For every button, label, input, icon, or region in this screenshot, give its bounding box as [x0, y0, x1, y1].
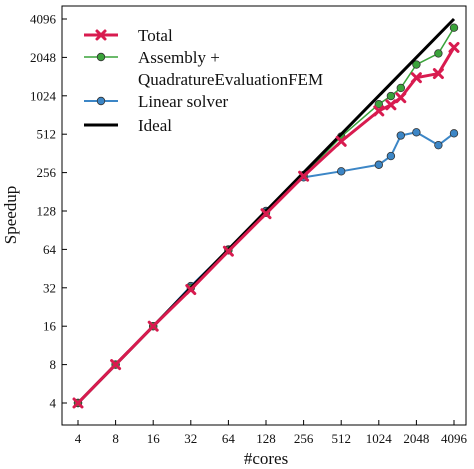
x-tick-label: 128: [256, 431, 276, 446]
y-tick-label: 64: [43, 242, 57, 257]
series-total-point-stroke: [298, 170, 310, 182]
legend-label-total: Total: [138, 26, 173, 45]
series-total-point-stroke: [72, 397, 84, 409]
x-tick-label: 256: [294, 431, 314, 446]
y-tick-label: 32: [43, 280, 56, 295]
series-linear-solver-point: [337, 167, 346, 176]
series-total-point-stroke: [222, 245, 234, 257]
legend-item-linear-solver: Linear solver: [84, 92, 228, 111]
x-axis-title: #cores: [244, 449, 288, 468]
series-total-point-stroke: [260, 208, 272, 220]
legend-item-ideal: Ideal: [84, 116, 172, 135]
legend-label-linear-solver: Linear solver: [138, 92, 228, 111]
series-linear-solver-line: [77, 131, 455, 404]
series-total-point: [335, 135, 347, 147]
legend-swatch-total-point: [95, 29, 107, 41]
series-total-point: [222, 245, 234, 257]
y-tick-label: 16: [43, 319, 57, 334]
series-total-point: [72, 397, 84, 409]
series-total-point: [185, 284, 197, 296]
series-linear-solver-point: [396, 131, 405, 140]
y-tick-label: 4: [50, 396, 57, 411]
x-tick-label: 16: [147, 431, 161, 446]
series-total-point-stroke: [110, 359, 122, 371]
series-assembly-point: [412, 60, 421, 69]
legend-label-assembly: Assembly +: [138, 48, 220, 67]
legend-swatch-linear-solver-point: [96, 96, 106, 106]
series-total-point: [298, 170, 310, 182]
series-total-point: [432, 68, 444, 80]
x-tick-label: 1024: [366, 431, 393, 446]
series-assembly-point: [396, 83, 405, 93]
y-tick-label: 512: [37, 127, 57, 142]
series-total-point-stroke: [373, 105, 385, 117]
x-axis-ticks: 4 8 16 32 64 128 256 512 1024 2048 4096: [75, 420, 468, 446]
legend-item-total: Total: [84, 26, 173, 45]
series-total-point-stroke: [432, 68, 444, 80]
y-tick-label: 256: [37, 165, 57, 180]
series-linear-solver-point: [449, 129, 459, 138]
y-tick-label: 1024: [30, 88, 57, 103]
series-total-point-stroke: [385, 99, 397, 111]
y-axis-ticks: 4 8 16 32 64 128 256 512 1024 2048 4096: [30, 12, 67, 411]
series-total-point-stroke: [395, 92, 407, 104]
series-linear-solver-point: [374, 160, 383, 169]
series-total-point-stroke: [335, 135, 347, 147]
legend-label-assembly: QuadratureEvaluationFEM: [138, 70, 323, 89]
series-total-point: [410, 72, 422, 84]
series-assembly-point: [449, 23, 459, 32]
legend-item-assembly: Assembly + QuadratureEvaluationFEM: [84, 48, 323, 89]
y-tick-label: 8: [50, 357, 57, 372]
legend-swatch-total-point-stroke: [95, 29, 107, 41]
x-tick-label: 64: [222, 431, 236, 446]
series-total-point-stroke: [448, 41, 460, 53]
series-total-point-stroke: [410, 72, 422, 84]
x-tick-label: 32: [184, 431, 197, 446]
y-axis-title: Speedup: [1, 186, 20, 245]
series-total-point: [110, 359, 122, 371]
series-assembly-point: [386, 91, 396, 101]
series-total-point: [395, 92, 407, 104]
y-tick-label: 2048: [30, 50, 56, 65]
series-layer: [72, 17, 460, 409]
legend: Total Assembly + QuadratureEvaluationFEM Li…: [84, 26, 323, 135]
series-linear-solver: [73, 128, 459, 408]
series-assembly-point: [374, 99, 383, 109]
series-assembly-point: [434, 49, 443, 58]
series-total-point-stroke: [147, 320, 159, 332]
series-total: [72, 41, 460, 409]
y-tick-label: 4096: [30, 12, 57, 27]
legend-label-ideal: Ideal: [138, 116, 172, 135]
series-total-point: [260, 208, 272, 220]
plot-frame: [61, 5, 467, 426]
series-linear-solver-point: [386, 151, 396, 161]
series-total-point: [373, 105, 385, 117]
series-linear-solver-point: [412, 128, 421, 137]
series-total-point-stroke: [185, 284, 197, 296]
x-tick-label: 512: [331, 431, 351, 446]
x-tick-label: 4: [75, 431, 82, 446]
x-tick-label: 8: [112, 431, 119, 446]
series-total-point: [448, 41, 460, 53]
series-linear-solver-point: [434, 140, 443, 150]
y-tick-label: 128: [37, 204, 57, 219]
x-tick-label: 4096: [441, 431, 468, 446]
x-tick-label: 2048: [403, 431, 429, 446]
legend-swatch-assembly-point: [96, 52, 106, 62]
series-total-point: [385, 99, 397, 111]
series-total-point: [147, 320, 159, 332]
